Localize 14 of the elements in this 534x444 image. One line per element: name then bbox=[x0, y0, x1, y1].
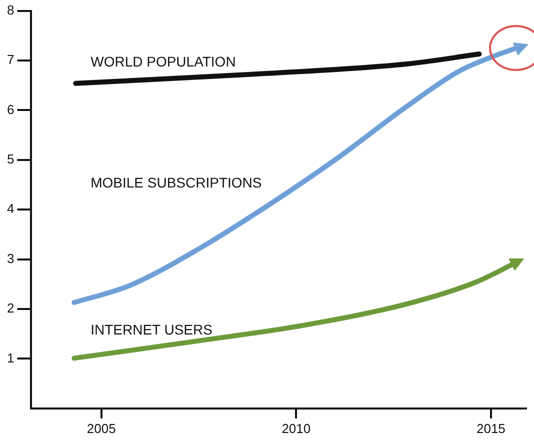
series-label: WORLD POPULATION bbox=[90, 53, 236, 70]
y-tick-label: 5 bbox=[6, 151, 14, 166]
y-tick-label: 3 bbox=[6, 250, 14, 266]
y-tick-label: 6 bbox=[6, 102, 14, 117]
y-tick-label: 1 bbox=[6, 350, 14, 366]
series-label: INTERNET USERS bbox=[90, 322, 212, 338]
x-tick-label: 2015 bbox=[476, 420, 506, 436]
series-label: MOBILE SUBSCRIPTIONS bbox=[90, 174, 262, 191]
y-tick-label: 2 bbox=[6, 300, 14, 316]
y-tick-label: 4 bbox=[6, 201, 14, 216]
y-tick-label: 7 bbox=[6, 52, 14, 68]
x-tick-label: 2010 bbox=[282, 420, 311, 436]
y-tick-label: 8 bbox=[6, 2, 14, 18]
x-tick-label: 2005 bbox=[86, 420, 116, 436]
